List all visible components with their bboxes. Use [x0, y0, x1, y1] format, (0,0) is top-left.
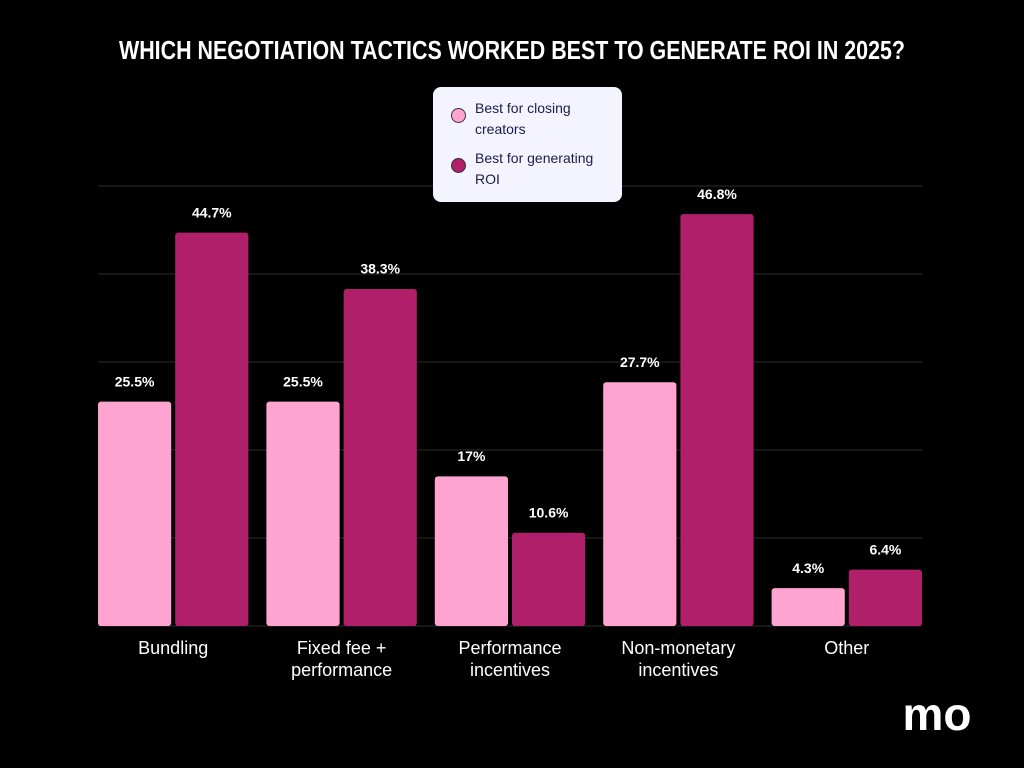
bar	[343, 288, 417, 626]
value-label: 25.5%	[115, 373, 155, 389]
bar	[680, 214, 754, 626]
x-tick-label: Non-monetary incentives	[621, 638, 736, 680]
legend-swatch	[451, 158, 466, 173]
bar	[512, 532, 586, 626]
x-tick-label: Performance incentives	[458, 638, 562, 680]
bar	[848, 569, 922, 626]
value-label: 25.5%	[283, 373, 323, 389]
value-label: 27.7%	[620, 354, 660, 370]
bar	[434, 476, 508, 626]
value-label: 46.8%	[697, 186, 737, 202]
legend-swatch	[451, 108, 466, 123]
value-label: 10.6%	[529, 504, 569, 520]
value-label: 17%	[457, 448, 486, 464]
x-tick-label: Fixed fee + performance	[291, 638, 393, 680]
bar	[266, 401, 340, 626]
bar	[603, 382, 677, 626]
legend: Best for closing creators Best for genera…	[433, 87, 622, 202]
x-tick-label: Bundling	[138, 638, 209, 658]
bar	[98, 401, 172, 626]
value-label: 38.3%	[360, 261, 400, 277]
legend-item: Best for closing creators	[451, 98, 612, 140]
chart-title: WHICH NEGOTIATION TACTICS WORKED BEST TO…	[119, 35, 905, 65]
legend-label: Best for generating ROI	[475, 150, 594, 187]
legend-item: Best for generating ROI	[451, 148, 612, 190]
bar	[175, 232, 249, 626]
value-label: 44.7%	[192, 204, 232, 220]
legend-label: Best for closing creators	[475, 100, 571, 137]
logo: mo	[903, 688, 972, 740]
value-label: 4.3%	[792, 560, 824, 576]
x-tick-label: Other	[824, 638, 870, 658]
bar	[771, 588, 845, 626]
value-label: 6.4%	[869, 541, 901, 557]
